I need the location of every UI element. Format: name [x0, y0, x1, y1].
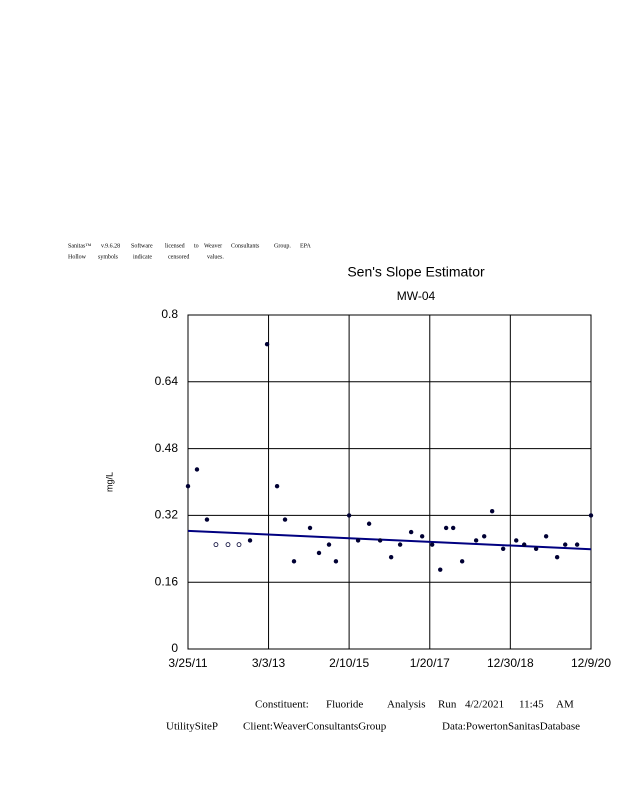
- data-point: [326, 542, 332, 547]
- data-point: [443, 525, 449, 531]
- header-note: Consultants: [231, 243, 260, 249]
- data-point: [521, 542, 527, 547]
- header-note: licensed: [165, 243, 185, 249]
- chart-subtitle: MW-04: [397, 289, 436, 303]
- data-point: [574, 542, 580, 547]
- footer-note: Fluoride: [326, 699, 363, 711]
- footer-note: UtilitySiteP: [166, 721, 218, 733]
- censored-point: [225, 542, 231, 548]
- footer-note: Data:PowertonSanitasDatabase: [442, 721, 580, 733]
- plot-area: [187, 314, 592, 650]
- data-point: [429, 542, 435, 547]
- data-point: [282, 517, 288, 522]
- data-point: [500, 546, 506, 551]
- data-point: [489, 509, 495, 514]
- y-tick-label: 0.16: [155, 574, 179, 588]
- data-point: [185, 483, 191, 489]
- header-note: values.: [207, 254, 224, 260]
- header-note: censored: [168, 254, 189, 260]
- footer-note: AM: [556, 699, 574, 711]
- y-axis-label: mg/L: [104, 472, 114, 492]
- data-point: [450, 525, 456, 531]
- header-note: indicate: [133, 254, 152, 260]
- x-tick-label: 3/3/13: [252, 656, 286, 670]
- data-point: [563, 542, 568, 547]
- data-point: [533, 546, 539, 551]
- footer-note: Constituent:: [255, 699, 309, 711]
- censored-point: [213, 542, 219, 548]
- data-point: [346, 513, 352, 518]
- x-tick-label: 2/10/15: [329, 656, 369, 670]
- y-tick-label: 0: [171, 641, 178, 655]
- censored-point: [236, 542, 242, 548]
- data-point: [438, 567, 443, 572]
- data-point: [397, 542, 403, 547]
- data-point: [554, 554, 560, 560]
- footer-note: 4/2/2021: [465, 699, 504, 711]
- data-point: [377, 538, 383, 543]
- data-point: [473, 538, 479, 543]
- y-tick-label: 0.8: [161, 307, 178, 321]
- footer-note: Run: [438, 699, 457, 711]
- header-note: Weaver: [204, 243, 222, 249]
- data-point: [247, 538, 253, 543]
- y-tick-label: 0.64: [155, 374, 179, 388]
- header-note: Sanitas™: [68, 243, 91, 249]
- x-tick-label: 12/30/18: [487, 656, 534, 670]
- header-note: EPA: [300, 243, 311, 249]
- data-point: [588, 513, 594, 518]
- data-point: [204, 517, 210, 522]
- header-note: v.9.6.28: [101, 243, 120, 249]
- header-note: Hollow: [68, 254, 87, 260]
- data-point: [419, 534, 425, 539]
- data-point: [316, 550, 322, 556]
- data-point: [388, 554, 394, 560]
- data-point: [264, 342, 270, 347]
- footer-note: Client:WeaverConsultantsGroup: [243, 721, 387, 733]
- data-point: [333, 559, 339, 564]
- data-point: [307, 525, 313, 531]
- data-point: [543, 534, 549, 539]
- y-tick-label: 0.48: [155, 441, 179, 455]
- x-tick-label: 3/25/11: [168, 656, 207, 670]
- header-note: Software: [131, 242, 153, 249]
- data-point: [459, 559, 465, 564]
- footer-note: Analysis: [387, 699, 426, 711]
- header-note: to: [194, 243, 199, 249]
- chart-title: Sen's Slope Estimator: [347, 264, 485, 280]
- data-point: [408, 529, 414, 535]
- data-point: [481, 534, 487, 539]
- data-point: [355, 538, 361, 543]
- data-point: [366, 521, 372, 526]
- data-point: [194, 467, 200, 472]
- data-point: [514, 538, 519, 543]
- data-point: [291, 559, 297, 564]
- header-note: symbols: [98, 254, 119, 260]
- x-tick-label: 12/9/20: [571, 656, 611, 670]
- y-tick-label: 0.32: [155, 508, 179, 522]
- header-note: Group.: [274, 243, 291, 249]
- data-point: [274, 483, 280, 489]
- x-tick-label: 1/20/17: [410, 656, 450, 670]
- footer-note: 11:45: [519, 699, 544, 711]
